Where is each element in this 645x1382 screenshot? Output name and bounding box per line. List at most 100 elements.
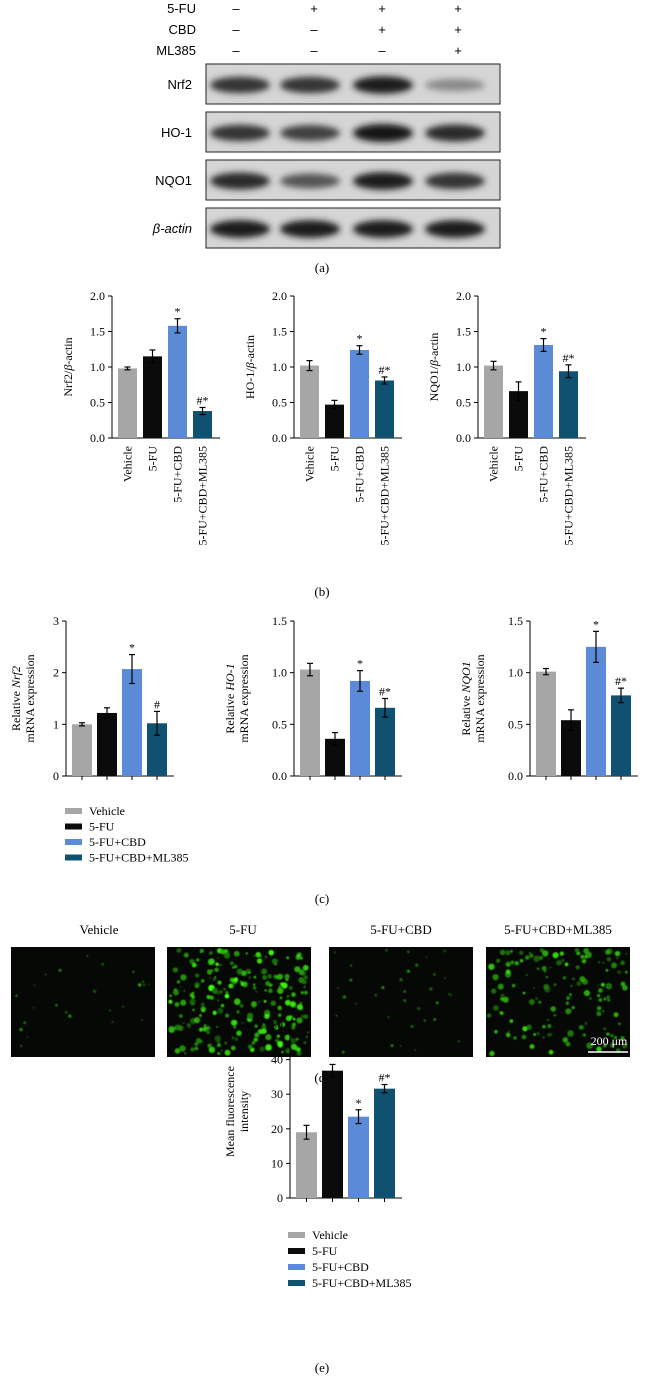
fluorescent-cell — [247, 1044, 253, 1049]
fluorescent-cell — [597, 994, 601, 998]
legend-label: 5-FU+CBD+ML385 — [312, 1276, 412, 1290]
fluorescent-cell — [26, 1035, 29, 1038]
fluorescent-cell — [417, 1006, 421, 1011]
fluorescent-cell — [294, 966, 301, 973]
fluorescent-cell — [211, 969, 214, 972]
bar-5-fu-cbd — [586, 646, 606, 776]
legend-label: 5-FU+CBD+ML385 — [89, 851, 189, 865]
fluorescent-cell — [220, 1049, 223, 1052]
fluorescent-cell — [598, 998, 603, 1002]
fluorescent-cell — [300, 991, 304, 995]
significance-mark: #* — [379, 1071, 391, 1085]
fluorescent-cell — [542, 950, 549, 957]
fluorescent-cell — [505, 969, 511, 975]
fluorescent-cell — [277, 1040, 284, 1047]
bar-5-fu-cbd-ml385 — [375, 707, 395, 776]
y-tick-label: 0.0 — [90, 431, 105, 445]
fluorescent-cell — [230, 1045, 236, 1051]
bar-vehicle — [300, 669, 320, 776]
y-axis-label-part: HO-1/ — [243, 368, 257, 399]
legend-swatch — [288, 1264, 305, 1270]
y-tick-label: 0.0 — [272, 431, 287, 445]
x-tick-label: 5-FU — [328, 446, 342, 472]
blot-band — [280, 76, 340, 94]
fluorescent-cell — [288, 985, 293, 990]
legend-swatch — [288, 1248, 305, 1254]
y-axis-label-line2: mRNA expression — [237, 654, 251, 742]
y-tick-label: 1.5 — [508, 614, 523, 628]
blot-label: NQO1 — [155, 173, 192, 188]
bar-5-fu-cbd — [534, 344, 553, 438]
treatment-mark: – — [378, 43, 386, 58]
fluorescent-cell — [575, 965, 580, 970]
y-tick-label: 0.5 — [272, 717, 287, 731]
fluorescent-cell — [307, 1031, 309, 1034]
micrograph-3 — [329, 947, 473, 1057]
legend-swatch — [65, 854, 82, 861]
fluorescent-cell — [261, 968, 268, 975]
chart-nqo1-mrna: 0.0 0.5 1.0 1.5 Relative NQO1 mRNA expression… — [459, 614, 638, 783]
fluorescent-cell — [217, 1007, 224, 1014]
blot-band — [210, 124, 270, 142]
blot-band — [425, 78, 485, 92]
fluorescent-cell — [491, 988, 497, 994]
significance-mark: #* — [563, 351, 575, 365]
fluorescent-cell — [525, 955, 530, 960]
fluorescent-cell — [567, 1030, 574, 1037]
fluorescent-cell — [182, 1022, 185, 1024]
fluorescent-cell — [245, 952, 248, 955]
fluorescent-cell — [588, 996, 592, 1001]
fluorescent-cell — [172, 967, 179, 973]
y-tick-label: 1.5 — [90, 325, 105, 339]
fluorescent-cell — [544, 986, 551, 993]
fluorescent-cell — [285, 1048, 291, 1054]
y-tick-label: 1.5 — [456, 325, 471, 339]
fluorescent-cell — [252, 986, 257, 990]
fluorescent-cell — [605, 949, 611, 955]
fluorescent-cell — [545, 976, 548, 979]
fluorescent-cell — [196, 958, 200, 962]
fluorescent-cell — [233, 977, 239, 982]
fluorescent-cell — [241, 981, 248, 988]
fluorescent-cell — [547, 1024, 552, 1029]
y-axis-label-beta: β — [243, 362, 257, 369]
blot-band — [353, 220, 413, 238]
fluorescent-cell — [606, 995, 610, 999]
fluorescent-cell — [253, 955, 256, 957]
y-tick-label: 3 — [53, 614, 59, 628]
legend-swatch — [288, 1280, 305, 1286]
fluorescent-cell — [255, 990, 258, 993]
fluorescent-cell — [242, 1021, 244, 1024]
fluorescent-cell — [202, 1026, 208, 1032]
fluorescent-cell — [260, 955, 263, 958]
fluorescent-cell — [232, 1020, 238, 1026]
fluorescent-cell — [192, 1008, 195, 1012]
fluorescent-cell — [301, 971, 307, 977]
y-tick-label: 1.0 — [456, 360, 471, 374]
fluorescent-cell — [539, 948, 544, 953]
fluorescent-cell — [268, 988, 273, 994]
bar-5-fu — [97, 712, 117, 776]
fluorescent-cell — [306, 1035, 308, 1038]
fluorescent-cell — [271, 958, 278, 965]
fluorescent-cell — [390, 1044, 394, 1048]
fluorescent-cell — [270, 1000, 276, 1006]
fluorescent-cell — [298, 977, 305, 984]
treatment-mark: – — [232, 1, 240, 16]
fluorescent-cell — [498, 1010, 501, 1013]
fluorescent-cell — [217, 999, 220, 1002]
fluorescent-cell — [374, 993, 378, 997]
fluorescent-cell — [68, 1014, 72, 1018]
treatment-mark: + — [378, 1, 386, 16]
y-tick-label: 20 — [271, 1122, 283, 1136]
fluorescent-cell — [265, 981, 271, 986]
fluorescent-cell — [201, 1009, 205, 1013]
fluorescent-cell — [233, 998, 241, 1006]
fluorescent-cell — [596, 1011, 602, 1017]
fluorescent-cell — [620, 981, 626, 987]
blot-label: HO-1 — [161, 125, 192, 140]
bar-vehicle — [536, 671, 556, 776]
fluorescent-cell — [571, 1006, 575, 1010]
fluorescent-cell — [509, 1019, 514, 1023]
significance-mark: #* — [615, 674, 627, 688]
